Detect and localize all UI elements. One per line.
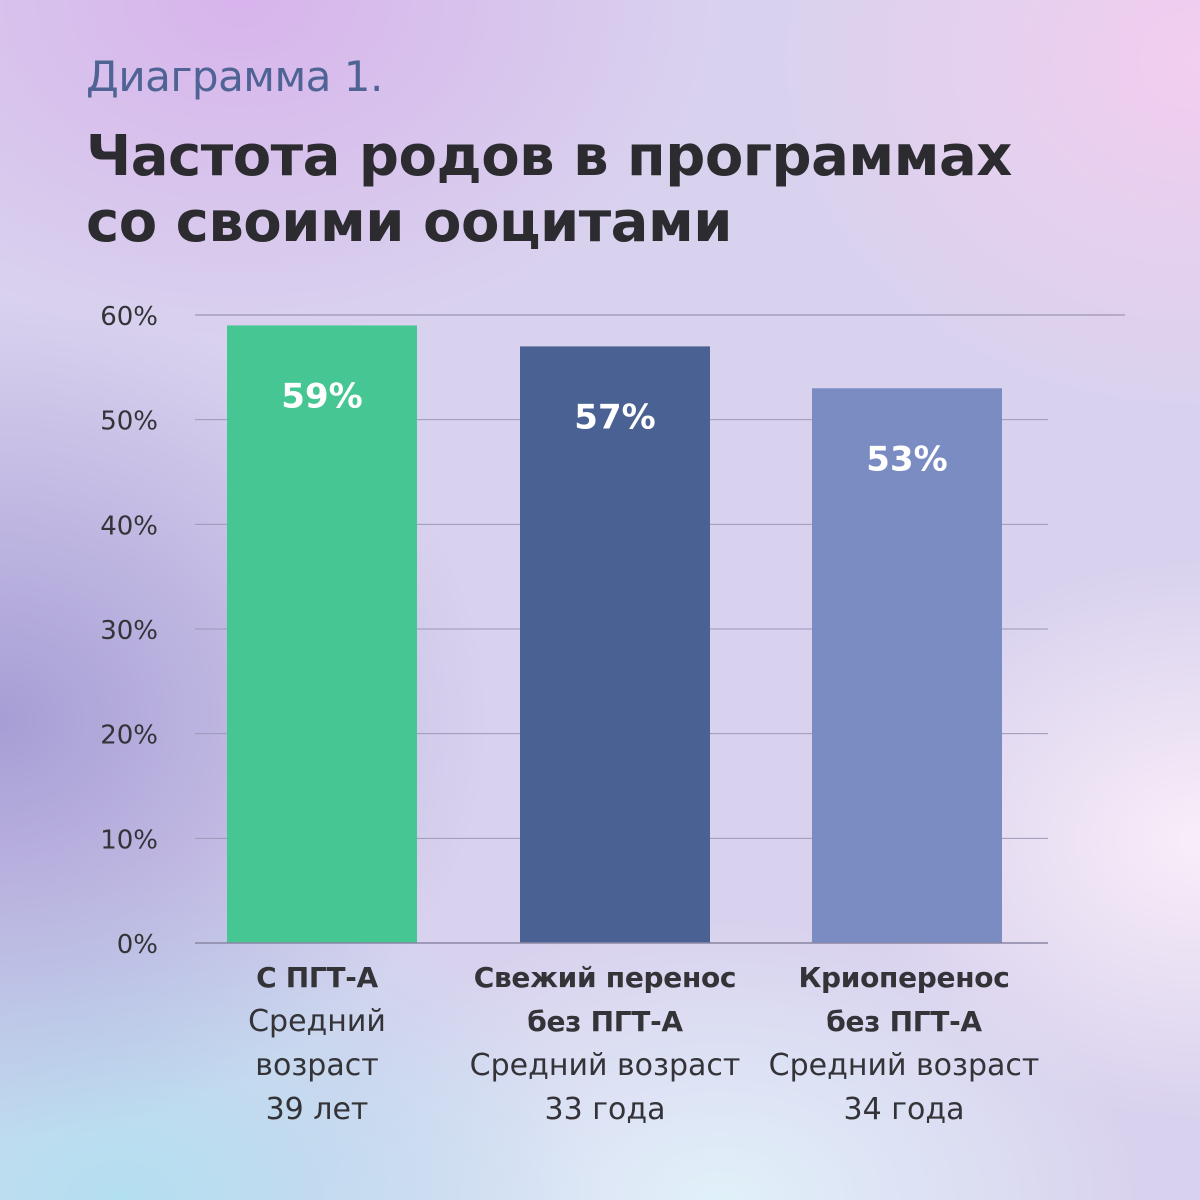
category-age-1-line-1: Средний <box>248 1004 386 1039</box>
category-label-3: Криоперенос без ПГТ-А Средний возраст 34… <box>744 956 1064 1132</box>
category-label-1: С ПГТ-А Средний возраст 39 лет <box>157 956 477 1132</box>
category-name-3-line-1: Криоперенос <box>798 961 1010 994</box>
category-name-1: С ПГТ-А <box>157 956 477 1000</box>
category-age-1-line-3: 39 лет <box>265 1092 369 1127</box>
bar-value-label: 59% <box>281 376 362 416</box>
bar <box>227 325 417 943</box>
y-tick-label: 40% <box>100 511 158 541</box>
category-age-3-line-1: Средний возраст <box>768 1048 1040 1083</box>
category-age-3: Средний возраст 34 года <box>744 1044 1064 1132</box>
chart-subtitle: Диаграмма 1. <box>86 52 383 101</box>
category-age-2-line-2: 33 года <box>544 1092 666 1127</box>
chart-title-line-2: со своими ооцитами <box>86 190 732 255</box>
category-age-2: Средний возраст 33 года <box>445 1044 765 1132</box>
bar <box>812 388 1002 943</box>
chart-title: Частота родов в программах со своими ооц… <box>86 124 1012 256</box>
category-name-3-line-2: без ПГТ-А <box>826 1005 982 1038</box>
y-tick-label: 50% <box>100 407 158 437</box>
bar <box>520 346 710 943</box>
category-age-1-line-2: возраст <box>255 1048 379 1083</box>
y-tick-label: 60% <box>100 302 158 332</box>
bar-value-label: 53% <box>866 439 947 479</box>
category-name-2-line-1: Свежий перенос <box>473 961 737 994</box>
category-age-2-line-1: Средний возраст <box>469 1048 741 1083</box>
y-tick-label: 0% <box>117 930 158 960</box>
bar-value-label: 57% <box>574 397 655 437</box>
category-age-3-line-2: 34 года <box>843 1092 965 1127</box>
category-name-1-line-1: С ПГТ-А <box>256 961 378 994</box>
category-label-2: Свежий перенос без ПГТ-А Средний возраст… <box>445 956 765 1132</box>
category-name-2: Свежий перенос без ПГТ-А <box>445 956 765 1044</box>
category-age-1: Средний возраст 39 лет <box>157 1000 477 1132</box>
y-tick-label: 30% <box>100 616 158 646</box>
y-tick-label: 10% <box>100 825 158 855</box>
category-name-2-line-2: без ПГТ-А <box>527 1005 683 1038</box>
category-name-3: Криоперенос без ПГТ-А <box>744 956 1064 1044</box>
y-tick-label: 20% <box>100 721 158 751</box>
chart-title-line-1: Частота родов в программах <box>86 124 1012 189</box>
